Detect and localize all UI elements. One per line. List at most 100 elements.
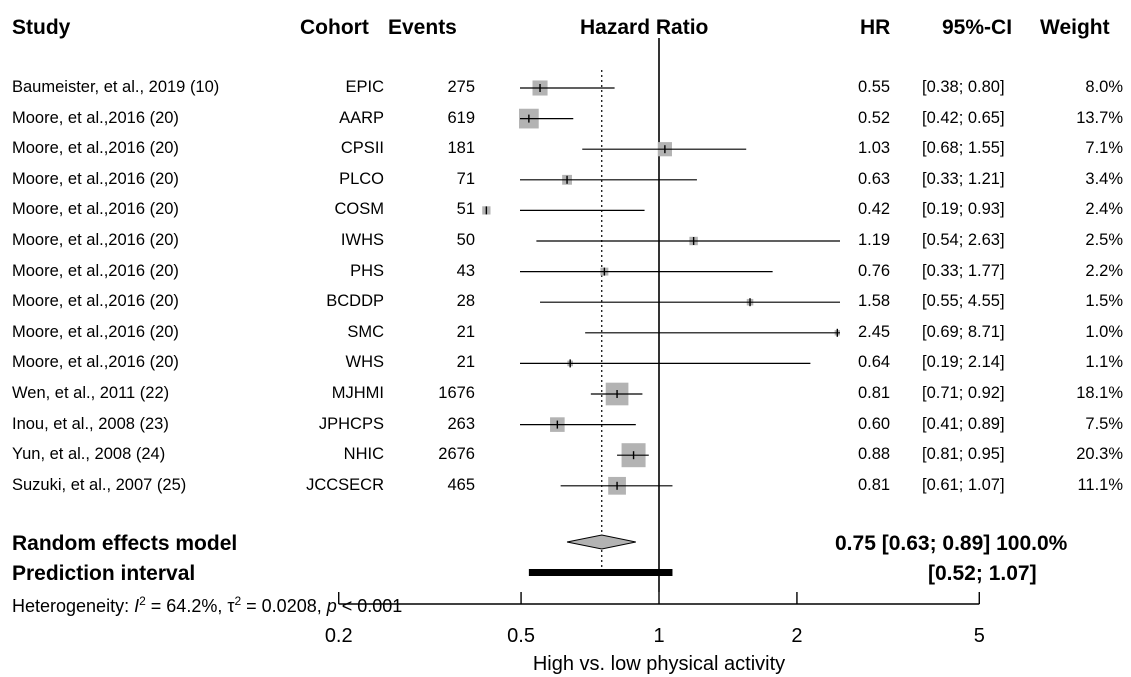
cohort-name: EPIC xyxy=(345,78,384,96)
header-hr: HR xyxy=(860,16,891,39)
hr-value: 0.64 xyxy=(858,353,891,372)
header-cohort: Cohort xyxy=(300,16,369,39)
ci-value: [0.71; 0.92] xyxy=(922,384,1005,402)
hr-value: 1.58 xyxy=(858,292,891,311)
weight-value: 1.0% xyxy=(1085,322,1123,341)
weight-value: 18.1% xyxy=(1076,384,1123,402)
events-count: 275 xyxy=(447,78,475,96)
heterogeneity-tau2: = 0.0208, xyxy=(241,596,327,616)
hr-value: 0.81 xyxy=(858,384,891,402)
x-axis-label: High vs. low physical activity xyxy=(533,653,785,675)
weight-value: 7.1% xyxy=(1085,139,1123,158)
weight-value: 2.2% xyxy=(1085,261,1123,280)
hr-value: 2.45 xyxy=(858,322,891,341)
cohort-name: BCDDP xyxy=(326,292,384,311)
ci-value: [0.69; 8.71] xyxy=(922,322,1005,341)
cohort-name: COSM xyxy=(334,200,385,219)
hr-value: 0.52 xyxy=(858,108,891,127)
x-tick-label: 2 xyxy=(791,625,802,647)
random-effects-summary: 0.75 [0.63; 0.89] 100.0% xyxy=(835,532,1068,555)
ci-value: [0.42; 0.65] xyxy=(922,108,1005,127)
study-name: Inou, et al., 2008 (23) xyxy=(12,414,169,433)
ci-value: [0.54; 2.63] xyxy=(922,231,1005,249)
study-name: Wen, et al., 2011 (22) xyxy=(12,384,170,402)
events-count: 21 xyxy=(456,353,475,372)
ci-value: [0.33; 1.21] xyxy=(922,169,1005,188)
weight-value: 1.5% xyxy=(1085,292,1123,311)
study-name: Moore, et al.,2016 (20) xyxy=(12,261,179,280)
hr-value: 0.63 xyxy=(858,169,891,188)
events-count: 21 xyxy=(456,322,475,341)
study-name: Moore, et al.,2016 (20) xyxy=(12,353,179,372)
random-effects-label: Random effects model xyxy=(12,532,238,555)
weight-value: 2.5% xyxy=(1085,231,1123,249)
hr-value: 0.42 xyxy=(858,200,891,219)
events-count: 263 xyxy=(447,414,475,433)
ci-value: [0.41; 0.89] xyxy=(922,414,1005,433)
events-count: 2676 xyxy=(438,445,475,464)
study-name: Moore, et al.,2016 (20) xyxy=(12,169,179,188)
weight-value: 7.5% xyxy=(1085,414,1123,433)
x-tick-label: 0.5 xyxy=(507,625,535,647)
events-count: 51 xyxy=(456,200,475,219)
weight-value: 2.4% xyxy=(1085,200,1123,219)
events-count: 619 xyxy=(447,108,475,127)
hr-value: 1.03 xyxy=(858,139,891,158)
events-count: 465 xyxy=(447,475,475,494)
ci-value: [0.61; 1.07] xyxy=(922,475,1005,494)
hr-value: 0.81 xyxy=(858,475,891,494)
x-tick-label: 1 xyxy=(653,625,664,647)
events-count: 28 xyxy=(456,292,475,311)
hr-value: 0.60 xyxy=(858,414,891,433)
cohort-name: JPHCPS xyxy=(318,414,384,433)
study-name: Moore, et al.,2016 (20) xyxy=(12,231,179,249)
events-count: 181 xyxy=(447,139,475,158)
cohort-name: IWHS xyxy=(340,231,384,249)
cohort-name: PHS xyxy=(350,261,384,280)
prediction-interval-label: Prediction interval xyxy=(12,562,196,585)
random-effects-diamond xyxy=(566,534,636,550)
cohort-name: MJHMI xyxy=(331,384,384,402)
heterogeneity-prefix: Heterogeneity: xyxy=(12,596,135,616)
heterogeneity-text: Heterogeneity: I2 = 64.2%, τ2 = 0.0208, … xyxy=(12,594,403,616)
hr-value: 0.88 xyxy=(858,445,891,464)
study-name: Moore, et al.,2016 (20) xyxy=(12,200,179,219)
cohort-name: JCCSECR xyxy=(306,475,384,494)
hr-value: 1.19 xyxy=(858,231,891,249)
study-name: Yun, et al., 2008 (24) xyxy=(12,445,166,464)
header-hazard-ratio: Hazard Ratio xyxy=(580,16,709,39)
heterogeneity-i2: = 64.2%, xyxy=(145,596,228,616)
study-name: Moore, et al.,2016 (20) xyxy=(12,139,179,158)
heterogeneity-p: < 0.001 xyxy=(336,596,403,616)
cohort-name: WHS xyxy=(345,353,385,372)
ci-value: [0.81; 0.95] xyxy=(922,445,1005,464)
ci-value: [0.55; 4.55] xyxy=(922,292,1005,311)
header-weight: Weight xyxy=(1040,16,1110,39)
study-name: Baumeister, et al., 2019 (10) xyxy=(12,78,220,96)
cohort-name: NHIC xyxy=(343,445,384,464)
prediction-interval-ci: [0.52; 1.07] xyxy=(928,562,1037,585)
header-ci: 95%-CI xyxy=(942,16,1013,39)
ci-value: [0.68; 1.55] xyxy=(922,139,1005,158)
prediction-interval-bar xyxy=(528,569,673,576)
ci-value: [0.33; 1.77] xyxy=(922,261,1005,280)
study-name: Suzuki, et al., 2007 (25) xyxy=(12,475,187,494)
study-name: Moore, et al.,2016 (20) xyxy=(12,292,179,311)
ci-value: [0.19; 0.93] xyxy=(922,200,1005,219)
events-count: 50 xyxy=(456,231,475,249)
ci-value: [0.19; 2.14] xyxy=(922,353,1005,372)
x-tick-label: 5 xyxy=(974,625,985,647)
weight-value: 1.1% xyxy=(1085,353,1123,372)
weight-value: 8.0% xyxy=(1085,78,1123,96)
cohort-name: PLCO xyxy=(339,169,384,188)
weight-value: 11.1% xyxy=(1077,475,1123,494)
cohort-name: CPSII xyxy=(340,139,384,158)
weight-value: 3.4% xyxy=(1085,169,1123,188)
header-events: Events xyxy=(388,16,457,39)
events-count: 43 xyxy=(456,261,475,280)
weight-value: 20.3% xyxy=(1076,445,1123,464)
hr-value: 0.55 xyxy=(858,78,891,96)
study-name: Moore, et al.,2016 (20) xyxy=(12,108,179,127)
hr-value: 0.76 xyxy=(858,261,891,280)
